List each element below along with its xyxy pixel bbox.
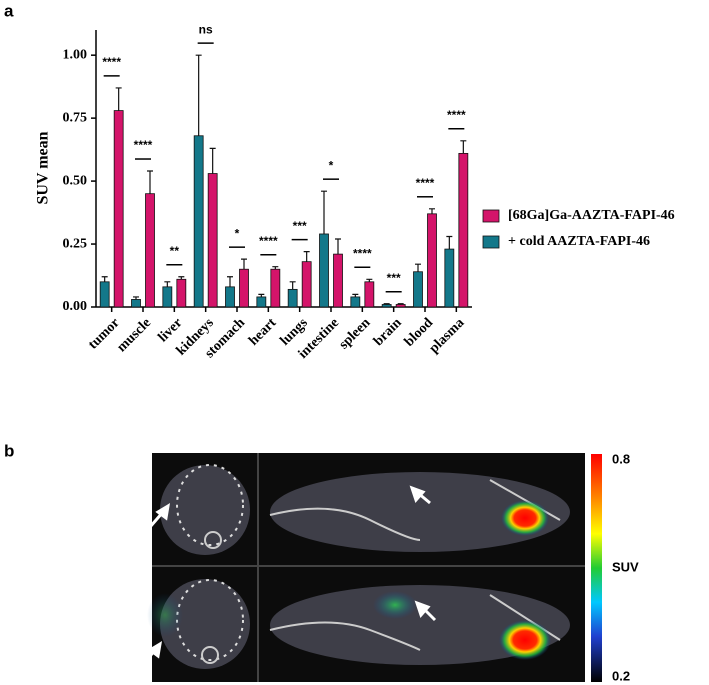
x-tick-label: plasma xyxy=(427,315,468,356)
error-bar xyxy=(429,208,435,214)
y-tick-label: 1.00 xyxy=(63,47,88,62)
significance-label: *** xyxy=(293,219,307,233)
legend-swatch xyxy=(482,209,500,223)
significance-label: **** xyxy=(134,138,153,152)
legend-swatch xyxy=(482,235,500,249)
error-bar xyxy=(335,238,341,255)
error-bar xyxy=(195,54,202,136)
bar xyxy=(364,281,375,308)
error-bar xyxy=(147,170,153,194)
bar xyxy=(444,248,455,308)
bar xyxy=(427,213,437,308)
bar xyxy=(287,288,298,308)
bar xyxy=(131,299,141,308)
significance-label: * xyxy=(329,158,334,172)
error-bar xyxy=(352,293,359,297)
error-bar xyxy=(289,281,296,290)
error-bar xyxy=(383,303,390,305)
error-bar xyxy=(258,293,265,297)
bar xyxy=(207,173,218,308)
error-bar xyxy=(209,147,216,174)
error-bar xyxy=(164,281,171,287)
significance-label: **** xyxy=(102,55,121,69)
bar xyxy=(301,261,312,308)
bar xyxy=(270,268,281,308)
significance-label: ns xyxy=(199,22,213,36)
bar xyxy=(145,193,155,308)
error-bar xyxy=(115,87,122,111)
bar xyxy=(193,135,204,308)
panel-label: a xyxy=(4,1,14,20)
panel-label: b xyxy=(4,441,14,460)
x-tick-label: brain xyxy=(371,315,405,349)
significance-label: **** xyxy=(259,234,278,248)
x-tick-label: muscle xyxy=(114,315,154,355)
bar xyxy=(162,286,173,308)
bar xyxy=(333,253,343,308)
error-bar xyxy=(178,276,185,280)
error-bar xyxy=(133,296,139,300)
colorbar-min: 0.2 xyxy=(612,668,630,683)
x-tick-label: spleen xyxy=(336,315,373,352)
y-axis-label: SUV mean xyxy=(35,131,52,204)
error-bar xyxy=(321,190,327,234)
error-bar xyxy=(303,251,310,262)
bar xyxy=(239,268,249,308)
y-tick-label: 0.25 xyxy=(63,236,88,251)
legend-label: + cold AAZTA-FAPI-46 xyxy=(508,234,650,249)
bar xyxy=(225,286,235,308)
error-bar xyxy=(241,258,247,270)
y-tick-label: 0.50 xyxy=(63,173,88,188)
pet-ct-image xyxy=(141,453,602,682)
error-bar xyxy=(446,235,453,250)
error-bar xyxy=(415,263,421,272)
significance-label: * xyxy=(235,226,240,240)
bar xyxy=(381,304,392,308)
y-tick-label: 0.75 xyxy=(63,110,88,125)
bar xyxy=(113,110,124,308)
bar xyxy=(256,296,267,308)
significance-label: **** xyxy=(447,108,466,122)
bar xyxy=(458,152,469,308)
error-bar xyxy=(227,276,233,287)
error-bar xyxy=(366,278,373,282)
error-bar xyxy=(101,276,108,282)
bar xyxy=(99,281,110,308)
significance-label: *** xyxy=(387,271,401,285)
error-bar xyxy=(272,266,279,270)
bar xyxy=(350,296,361,308)
bar xyxy=(319,233,329,308)
significance-label: ** xyxy=(170,244,180,258)
error-bar xyxy=(460,140,467,154)
bar xyxy=(395,304,406,308)
significance-label: **** xyxy=(416,176,435,190)
colorbar-label: SUV xyxy=(612,559,639,574)
error-bar xyxy=(397,303,404,305)
colorbar-max: 0.8 xyxy=(612,451,630,466)
legend-label: [68Ga]Ga-AAZTA-FAPI-46 xyxy=(508,208,675,223)
bar xyxy=(413,271,423,308)
significance-label: **** xyxy=(353,246,372,260)
bar xyxy=(176,278,187,308)
y-tick-label: 0.00 xyxy=(63,299,88,314)
x-tick-label: heart xyxy=(246,315,279,348)
